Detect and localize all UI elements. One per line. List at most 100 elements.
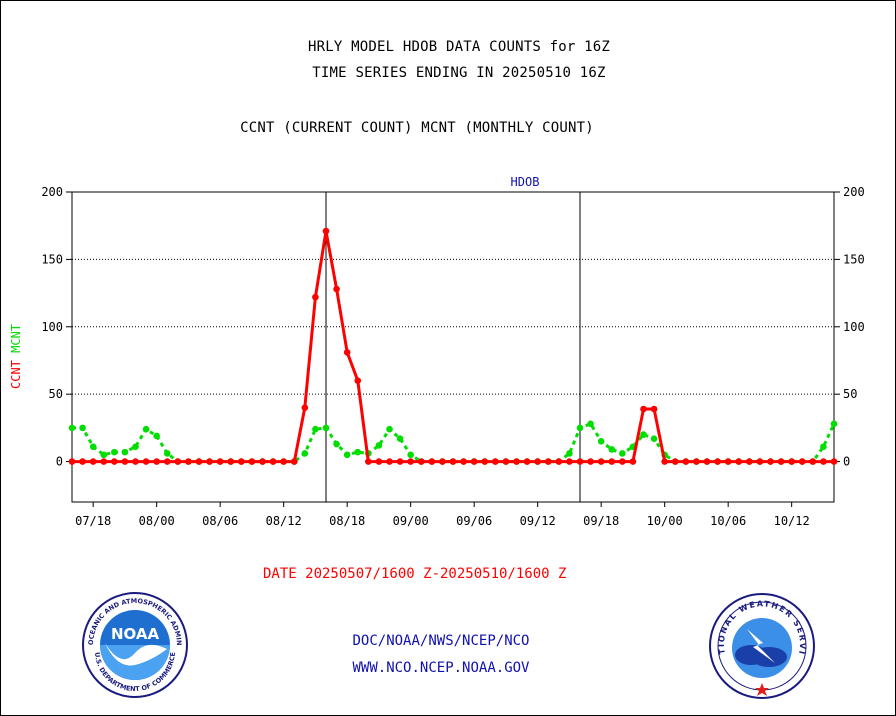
mcnt-point bbox=[100, 451, 108, 459]
mcnt-point bbox=[163, 450, 171, 457]
ccnt-point bbox=[767, 458, 774, 465]
x-tick-label: 10/12 bbox=[774, 514, 810, 528]
x-tick-label: 07/18 bbox=[75, 514, 111, 528]
ccnt-point bbox=[301, 404, 309, 411]
x-tick-label: 10/06 bbox=[710, 514, 746, 528]
ccnt-point bbox=[798, 458, 806, 465]
ccnt-point bbox=[492, 458, 499, 465]
mcnt-point bbox=[830, 420, 838, 428]
ccnt-point bbox=[195, 458, 203, 465]
ccnt-point bbox=[439, 458, 446, 465]
ccnt-point bbox=[566, 458, 573, 465]
ccnt-point bbox=[68, 458, 76, 465]
nws-logo: NATIONAL WEATHER SERVICE bbox=[707, 591, 815, 699]
chart-subtitle: TIME SERIES ENDING IN 20250510 16Z bbox=[312, 65, 606, 81]
panel-title: HDOB bbox=[511, 175, 540, 189]
ccnt-point bbox=[693, 458, 700, 465]
legend-description: CCNT (CURRENT COUNT) MCNT (MONTHLY COUNT… bbox=[240, 120, 594, 136]
website-link[interactable]: WWW.NCO.NCEP.NOAA.GOV bbox=[352, 660, 530, 676]
x-tick-label: 09/06 bbox=[456, 514, 492, 528]
ccnt-point bbox=[735, 458, 743, 465]
ccnt-point bbox=[153, 458, 160, 465]
ccnt-point bbox=[132, 458, 139, 465]
ccnt-point bbox=[322, 227, 330, 235]
ccnt-point bbox=[100, 458, 108, 465]
mcnt-point bbox=[153, 432, 160, 440]
mcnt-point bbox=[640, 431, 647, 438]
ccnt-point bbox=[830, 458, 838, 465]
ccnt-point bbox=[354, 377, 362, 384]
ccnt-point bbox=[142, 458, 150, 465]
ccnt-point bbox=[820, 458, 827, 465]
ccnt-point bbox=[386, 458, 393, 465]
ccnt-point bbox=[259, 458, 266, 465]
mcnt-point bbox=[576, 424, 584, 432]
ccnt-point bbox=[650, 405, 658, 413]
chart-title: HRLY MODEL HDOB DATA COUNTS for 16Z bbox=[307, 39, 610, 55]
x-tick-label: 08/18 bbox=[329, 514, 365, 528]
mcnt-point bbox=[142, 425, 150, 433]
ccnt-point bbox=[89, 458, 97, 465]
mcnt-point bbox=[354, 448, 362, 456]
ccnt-point bbox=[111, 458, 118, 465]
ccnt-point bbox=[417, 458, 425, 465]
x-tick-label: 09/00 bbox=[393, 514, 429, 528]
ccnt-point bbox=[640, 405, 647, 413]
ccnt-point bbox=[185, 458, 192, 465]
x-tick-label: 08/06 bbox=[202, 514, 238, 528]
ccnt-point bbox=[777, 458, 785, 465]
mcnt-point bbox=[343, 451, 351, 459]
mcnt-point bbox=[132, 443, 139, 451]
y-axis-label-ccnt: CCNT bbox=[9, 353, 23, 389]
mcnt-point bbox=[111, 448, 118, 456]
ccnt-point bbox=[343, 349, 351, 356]
ccnt-point bbox=[481, 458, 489, 465]
ccnt-point bbox=[682, 458, 690, 465]
y-tick-label-left: 50 bbox=[49, 387, 63, 401]
mcnt-point bbox=[322, 424, 330, 432]
ccnt-point bbox=[502, 458, 510, 465]
mcnt-point bbox=[301, 450, 309, 457]
series-layer bbox=[68, 227, 838, 465]
mcnt-point bbox=[89, 443, 97, 451]
ccnt-point bbox=[523, 458, 531, 465]
ccnt-point bbox=[809, 458, 817, 465]
ccnt-point bbox=[206, 458, 213, 465]
ccnt-point bbox=[629, 458, 637, 465]
ccnt-point bbox=[788, 458, 795, 465]
ccnt-point bbox=[163, 458, 171, 465]
ccnt-point bbox=[703, 458, 711, 465]
plot-frame bbox=[71, 191, 835, 503]
mcnt-point bbox=[79, 424, 86, 432]
mcnt-point bbox=[650, 435, 658, 442]
mcnt-point bbox=[312, 425, 319, 433]
ccnt-point bbox=[407, 458, 414, 465]
ccnt-point bbox=[365, 458, 372, 465]
ccnt-point bbox=[608, 458, 616, 465]
label-layer: 0 0 50 50 100 100 150 150 200 200 07/18 08/00 08/06 0… bbox=[9, 175, 865, 528]
ccnt-point bbox=[661, 458, 668, 465]
ccnt-point bbox=[460, 458, 467, 465]
ccnt-point bbox=[227, 458, 235, 465]
y-tick-label-left: 200 bbox=[41, 185, 63, 199]
ccnt-point bbox=[756, 458, 764, 465]
ccnt-point bbox=[534, 458, 541, 465]
mcnt-point bbox=[587, 420, 594, 428]
y-tick-label-left: 0 bbox=[56, 455, 63, 469]
ccnt-point bbox=[576, 458, 584, 465]
y-tick-label-right: 150 bbox=[843, 252, 865, 266]
grid-layer bbox=[72, 192, 835, 502]
y-tick-label-right: 50 bbox=[843, 387, 857, 401]
ccnt-point bbox=[555, 458, 563, 465]
x-tick-label: 09/18 bbox=[583, 514, 619, 528]
org-path-link[interactable]: DOC/NOAA/NWS/NCEP/NCO bbox=[352, 633, 530, 649]
hdob-chart: 0 0 50 50 100 100 150 150 200 200 07/18 08/00 08/06 0… bbox=[9, 175, 865, 528]
ccnt-point bbox=[333, 285, 340, 293]
ccnt-point bbox=[290, 458, 298, 465]
mcnt-point bbox=[566, 450, 573, 457]
ccnt-point bbox=[238, 458, 245, 465]
ccnt-point bbox=[746, 458, 753, 465]
mcnt-point bbox=[386, 425, 393, 433]
mcnt-point bbox=[68, 424, 76, 432]
